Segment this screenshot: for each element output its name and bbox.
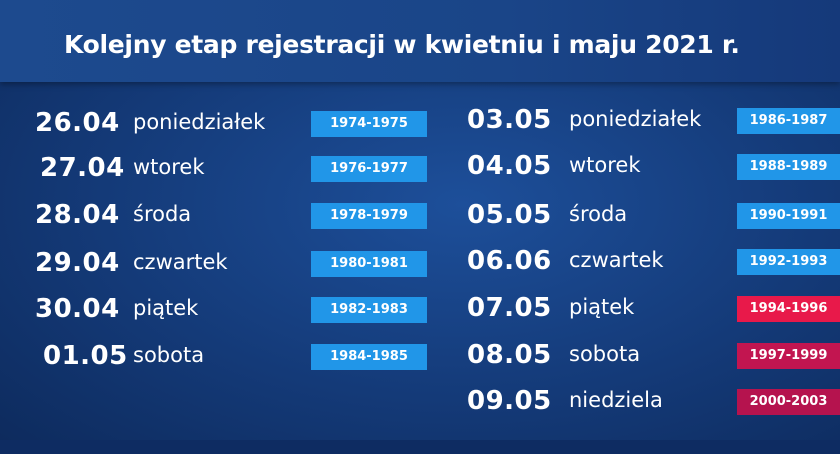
day-label: piątek xyxy=(569,295,635,319)
schedule-row: 28.04 środa 1978-1979 xyxy=(0,198,430,232)
year-range-badge: 1974-1975 xyxy=(311,111,427,137)
schedule-row: 29.04 czwartek 1980-1981 xyxy=(0,246,430,280)
day-label: niedziela xyxy=(569,388,663,412)
date-label: 07.05 xyxy=(467,293,552,323)
date-label: 06.06 xyxy=(467,246,552,276)
date-label: 03.05 xyxy=(467,105,552,135)
date-label: 28.04 xyxy=(35,200,120,230)
date-label: 08.05 xyxy=(467,340,552,370)
year-range-badge: 1978-1979 xyxy=(311,203,427,229)
day-label: sobota xyxy=(133,343,205,367)
date-label: 01.05 xyxy=(43,341,128,371)
year-range-badge: 1976-1977 xyxy=(311,156,427,182)
year-range-badge: 1982-1983 xyxy=(311,297,427,323)
date-label: 27.04 xyxy=(40,153,125,183)
day-label: środa xyxy=(569,202,628,226)
schedule-row: 27.04 wtorek 1976-1977 xyxy=(0,151,430,185)
year-range-badge: 1990-1991 xyxy=(737,203,840,229)
header-banner: Kolejny etap rejestracji w kwietniu i ma… xyxy=(0,0,840,82)
schedule-row: 05.05 środa 1990-1991 xyxy=(440,198,840,232)
year-range-badge: 1980-1981 xyxy=(311,251,427,277)
date-label: 04.05 xyxy=(467,151,552,181)
date-label: 29.04 xyxy=(35,248,120,278)
year-range-badge: 1994-1996 xyxy=(737,296,840,322)
date-label: 09.05 xyxy=(467,386,552,416)
schedule-row: 26.04 poniedziałek 1974-1975 xyxy=(0,106,430,140)
year-range-badge: 2000-2003 xyxy=(737,389,840,415)
day-label: wtorek xyxy=(569,153,641,177)
page-title: Kolejny etap rejestracji w kwietniu i ma… xyxy=(64,30,740,59)
schedule-row: 08.05 sobota 1997-1999 xyxy=(440,338,840,372)
footer-strip xyxy=(0,440,840,454)
date-label: 30.04 xyxy=(35,294,120,324)
schedule-row: 07.05 piątek 1994-1996 xyxy=(440,291,840,325)
schedule-row: 01.05 sobota 1984-1985 xyxy=(0,339,430,373)
year-range-badge: 1992-1993 xyxy=(737,249,840,275)
day-label: środa xyxy=(133,202,192,226)
day-label: wtorek xyxy=(133,155,205,179)
schedule-row: 06.06 czwartek 1992-1993 xyxy=(440,244,840,278)
schedule-row: 03.05 poniedziałek 1986-1987 xyxy=(440,103,840,137)
schedule-row: 04.05 wtorek 1988-1989 xyxy=(440,149,840,183)
year-range-badge: 1988-1989 xyxy=(737,154,840,180)
day-label: sobota xyxy=(569,342,641,366)
day-label: czwartek xyxy=(569,248,664,272)
year-range-badge: 1986-1987 xyxy=(737,108,840,134)
year-range-badge: 1984-1985 xyxy=(311,344,427,370)
year-range-badge: 1997-1999 xyxy=(737,343,840,369)
day-label: poniedziałek xyxy=(133,110,266,134)
date-label: 05.05 xyxy=(467,200,552,230)
schedule-row: 09.05 niedziela 2000-2003 xyxy=(440,384,840,418)
schedule-row: 30.04 piątek 1982-1983 xyxy=(0,292,430,326)
day-label: piątek xyxy=(133,296,199,320)
day-label: poniedziałek xyxy=(569,107,702,131)
date-label: 26.04 xyxy=(35,108,120,138)
day-label: czwartek xyxy=(133,250,228,274)
